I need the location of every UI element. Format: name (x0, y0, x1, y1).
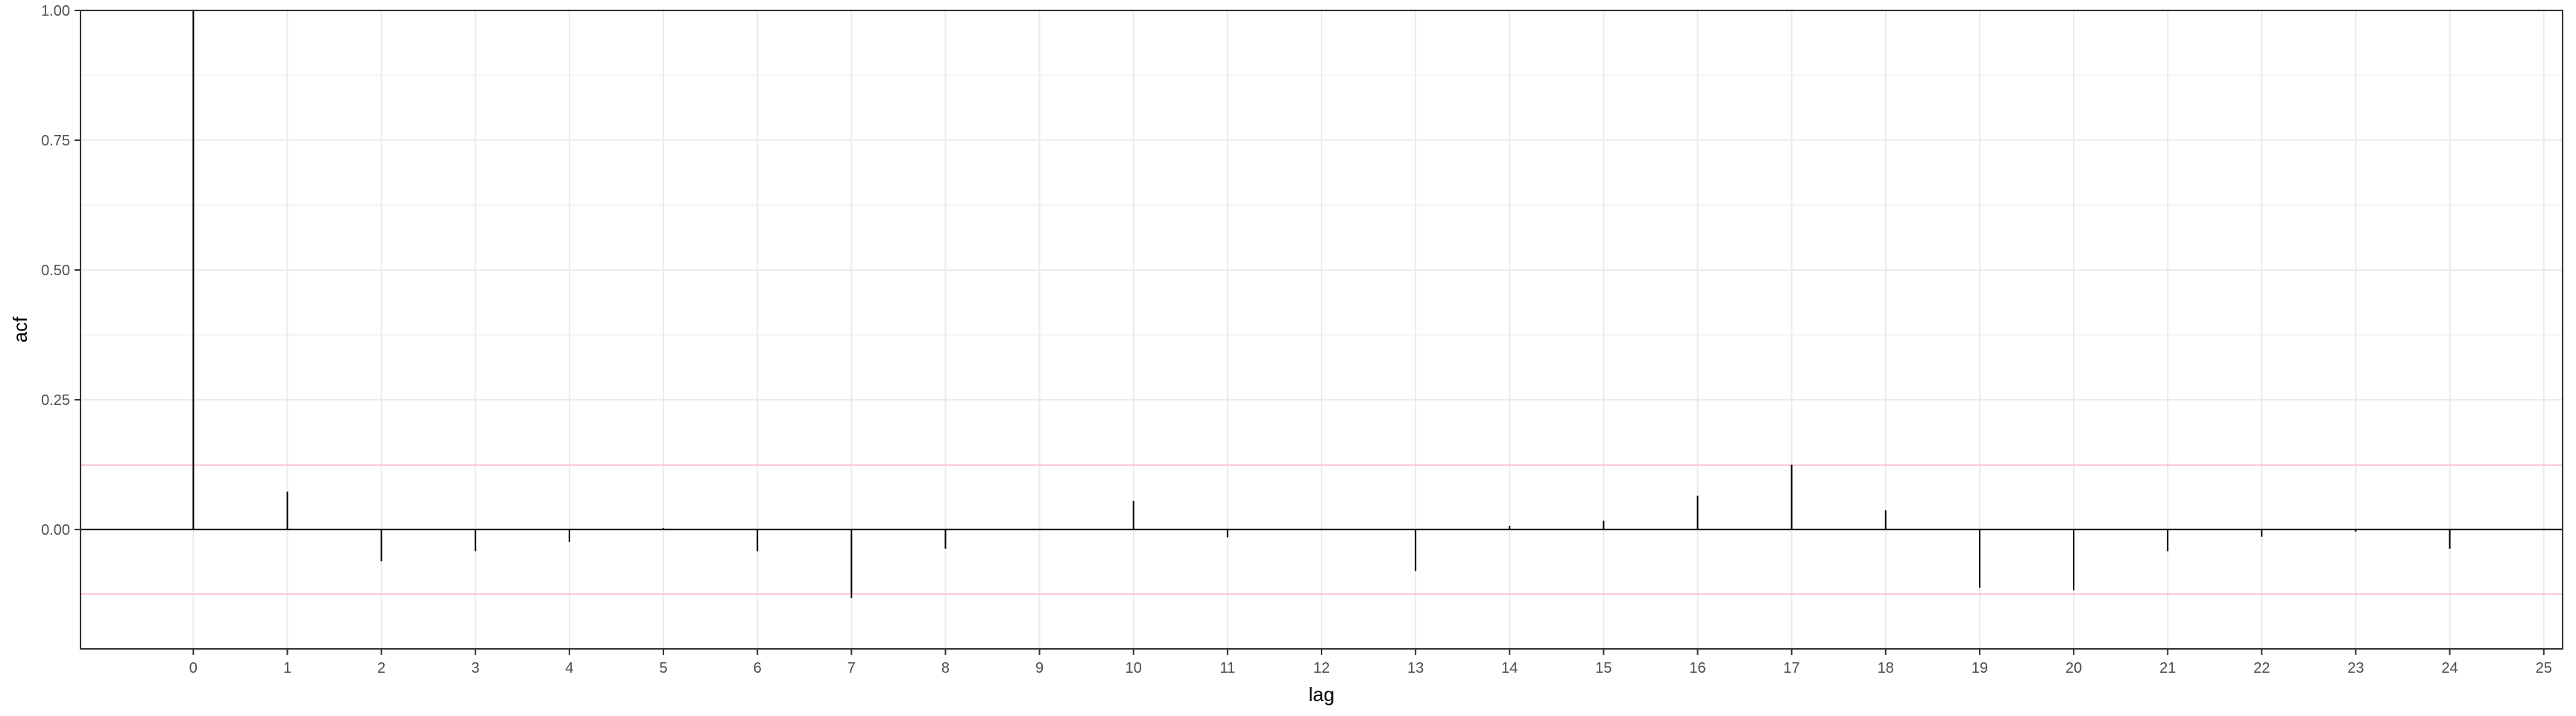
y-tick-label: 0.00 (41, 522, 70, 538)
x-tick-label: 15 (1595, 660, 1611, 676)
x-axis-title: lag (1309, 683, 1335, 706)
confidence-bounds (80, 464, 2563, 595)
acf-bars (192, 10, 2451, 598)
y-axis: 0.00 0.25 0.50 0.75 1.00 (41, 3, 80, 538)
x-tick-label: 16 (1689, 660, 1705, 676)
x-tick-label: 1 (283, 660, 291, 676)
x-tick-label: 7 (847, 660, 856, 676)
y-tick-label: 1.00 (41, 3, 70, 19)
x-tick-label: 12 (1313, 660, 1330, 676)
x-tick-label: 21 (2159, 660, 2176, 676)
y-tick-label: 0.75 (41, 133, 70, 149)
x-axis: 0 1 2 3 4 5 6 7 8 9 10 11 12 13 14 15 16 17 18 19 20 21 22 23 24… (189, 649, 2552, 676)
x-tick-label: 18 (1878, 660, 1894, 676)
x-tick-label: 25 (2536, 660, 2552, 676)
y-axis-title: acf (9, 316, 31, 342)
y-tick-label: 0.25 (41, 392, 70, 409)
x-tick-label: 17 (1784, 660, 1800, 676)
x-tick-label: 2 (377, 660, 385, 676)
x-tick-label: 11 (1219, 660, 1235, 676)
x-tick-label: 6 (754, 660, 762, 676)
x-tick-label: 4 (565, 660, 573, 676)
x-tick-label: 0 (189, 660, 198, 676)
x-tick-label: 19 (1972, 660, 1988, 676)
grid (80, 10, 2563, 649)
x-tick-label: 14 (1501, 660, 1518, 676)
x-tick-label: 13 (1407, 660, 1424, 676)
y-tick-label: 0.50 (41, 263, 70, 279)
x-tick-label: 24 (2442, 660, 2458, 676)
x-tick-label: 8 (941, 660, 950, 676)
x-tick-label: 9 (1035, 660, 1044, 676)
x-tick-label: 20 (2065, 660, 2082, 676)
x-tick-label: 5 (659, 660, 667, 676)
x-tick-label: 22 (2253, 660, 2270, 676)
x-tick-label: 3 (471, 660, 479, 676)
x-tick-label: 23 (2347, 660, 2364, 676)
x-tick-label: 10 (1126, 660, 1142, 676)
